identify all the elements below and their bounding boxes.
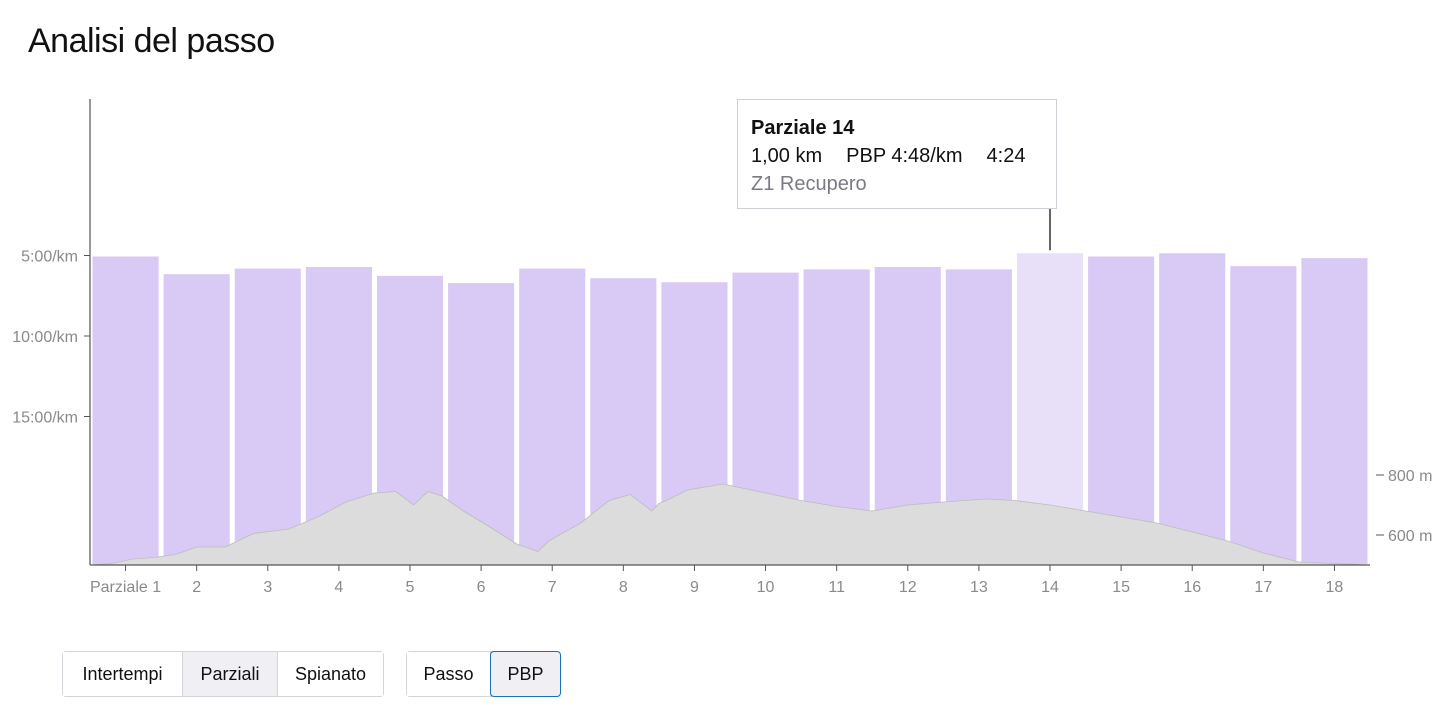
x-tick-label: 16 — [1183, 579, 1201, 596]
pace-chart[interactable]: 5:00/km 10:00/km 15:00/km 800 m 600 m Parzial… — [0, 0, 1456, 640]
tooltip-title: Parziale 14 — [751, 117, 855, 139]
x-tick-label: 13 — [970, 579, 988, 596]
x-tick-label: Parziale 1 — [90, 579, 161, 596]
y-tick-label: 10:00/km — [12, 329, 78, 346]
bar-split-2[interactable] — [161, 272, 232, 566]
x-tick-label: 11 — [828, 579, 845, 596]
elevation-tick-label: 800 m — [1388, 468, 1432, 485]
x-tick-label: 3 — [263, 579, 272, 596]
x-tick-label: 2 — [192, 579, 201, 596]
bar-split-3[interactable] — [232, 266, 303, 566]
elevation-profile — [89, 483, 1371, 566]
bar-split-1[interactable] — [90, 254, 161, 566]
tooltip-zone: Z1 Recupero — [751, 173, 867, 195]
y-tick-label: 15:00/km — [12, 410, 78, 427]
x-tick-label: 12 — [899, 579, 917, 596]
bar-split-16[interactable] — [1157, 251, 1228, 566]
x-tick-label: 6 — [477, 579, 486, 596]
parziali-button[interactable]: Parziali — [183, 652, 278, 696]
pbp-button[interactable]: PBP — [490, 651, 561, 697]
bar-split-18[interactable] — [1299, 256, 1370, 566]
x-tick-label: 17 — [1254, 579, 1272, 596]
page-title: Analisi del passo — [28, 22, 275, 60]
tooltip-time: 4:24 — [986, 145, 1026, 167]
x-tick-label: 14 — [1041, 579, 1059, 596]
spianato-button[interactable]: Spianato — [278, 652, 383, 696]
x-tick-label: 18 — [1326, 579, 1344, 596]
x-tick-label: 15 — [1112, 579, 1130, 596]
x-tick-label: 5 — [406, 579, 415, 596]
passo-button[interactable]: Passo — [407, 652, 491, 696]
x-tick-label: 8 — [619, 579, 628, 596]
x-tick-label: 10 — [757, 579, 775, 596]
metric-toggle: Passo PBP — [406, 651, 561, 697]
split-tooltip: Parziale 14 1,00 km PBP 4:48/km 4:24 Z1 Re… — [737, 99, 1057, 209]
tooltip-pace: PBP 4:48/km — [846, 145, 963, 167]
tooltip-stats-row: 1,00 km PBP 4:48/km 4:24 — [751, 142, 1043, 170]
x-tick-label: 9 — [690, 579, 699, 596]
tooltip-distance: 1,00 km — [751, 145, 823, 167]
bar-split-17[interactable] — [1228, 264, 1299, 566]
x-tick-label: 7 — [548, 579, 557, 596]
bar-split-7[interactable] — [517, 266, 588, 566]
y-tick-label: 5:00/km — [21, 249, 78, 266]
view-mode-toggle: Intertempi Parziali Spianato — [62, 651, 384, 697]
elevation-tick-label: 600 m — [1388, 528, 1432, 545]
intertempi-button[interactable]: Intertempi — [63, 652, 183, 696]
x-tick-label: 4 — [334, 579, 343, 596]
